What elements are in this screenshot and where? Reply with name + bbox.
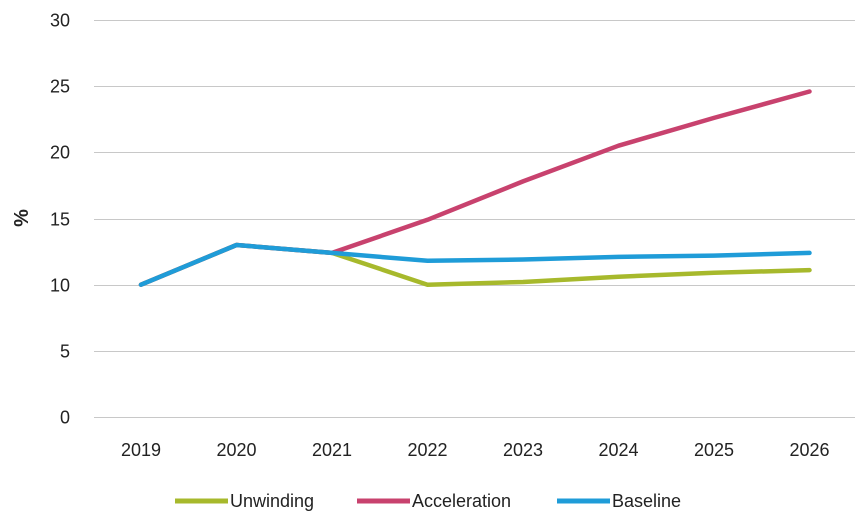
legend-label-baseline: Baseline bbox=[612, 491, 681, 511]
x-tick-label: 2021 bbox=[312, 440, 352, 460]
y-axis-label: % bbox=[11, 209, 33, 227]
series-lines bbox=[138, 89, 812, 287]
x-tick-label: 2020 bbox=[216, 440, 256, 460]
y-tick-label: 20 bbox=[50, 143, 70, 163]
legend-label-acceleration: Acceleration bbox=[412, 491, 511, 511]
y-tick-label: 25 bbox=[50, 77, 70, 97]
y-tick-label: 5 bbox=[60, 342, 70, 362]
y-tick-label: 30 bbox=[50, 11, 70, 31]
x-tick-label: 2022 bbox=[407, 440, 447, 460]
legend-label-unwinding: Unwinding bbox=[230, 491, 314, 511]
y-tick-label: 10 bbox=[50, 276, 70, 296]
legend: Unwinding Acceleration Baseline bbox=[175, 491, 681, 511]
x-tick-labels: 2019 2020 2021 2022 2023 2024 2025 2026 bbox=[121, 440, 830, 460]
series-line-unwinding bbox=[138, 242, 812, 287]
x-tick-label: 2025 bbox=[694, 440, 734, 460]
gridlines bbox=[94, 20, 855, 418]
x-tick-label: 2023 bbox=[503, 440, 543, 460]
series-line-baseline bbox=[138, 242, 812, 287]
y-tick-label: 0 bbox=[60, 408, 70, 428]
y-tick-labels: 0 5 10 15 20 25 30 bbox=[50, 11, 70, 428]
x-tick-label: 2019 bbox=[121, 440, 161, 460]
y-tick-label: 15 bbox=[50, 210, 70, 230]
x-tick-label: 2026 bbox=[789, 440, 829, 460]
x-tick-label: 2024 bbox=[598, 440, 638, 460]
